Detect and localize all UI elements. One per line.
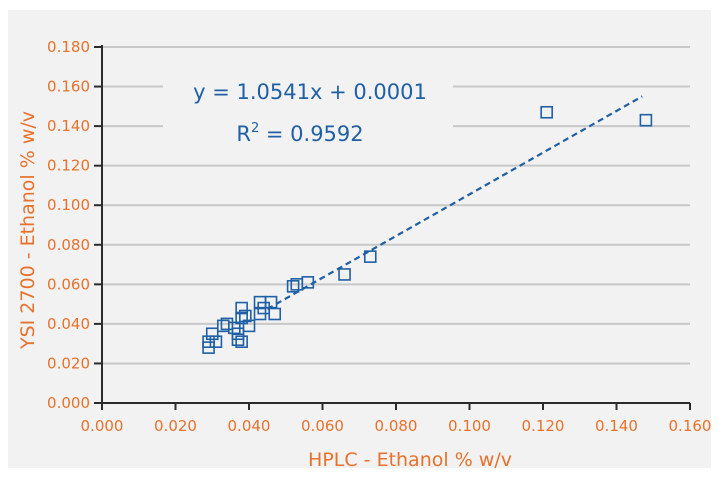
r-squared-prefix: R [236,122,251,146]
r-squared-value: = 0.9592 [259,122,363,146]
x-tick-label: 0.040 [228,417,271,435]
r-squared-superscript: 2 [251,121,259,136]
x-tick-label: 0.080 [375,417,418,435]
y-tick-label: 0.160 [47,78,90,96]
data-point [235,301,248,315]
equation-text: y = 1.0541x + 0.0001 [193,80,427,104]
y-tick-label: 0.040 [47,315,90,333]
x-tick-label: 0.060 [301,417,344,435]
data-point [286,280,300,293]
x-tick-label: 0.160 [669,417,712,435]
data-point [639,113,653,127]
data-points [202,105,653,354]
trendline [266,95,643,310]
data-point [301,276,315,289]
data-point [540,105,553,119]
trendline-group [266,95,643,310]
data-point [235,335,248,348]
y-tick-label: 0.060 [47,275,90,293]
y-tick-label: 0.140 [47,117,90,135]
y-tick-label: 0.100 [47,196,90,214]
x-axis-label: HPLC - Ethanol % w/v [308,449,512,471]
x-tick-label: 0.120 [522,417,565,435]
data-point [202,335,215,348]
data-point [338,268,351,281]
x-tick-label: 0.020 [154,417,197,435]
data-point [209,335,223,348]
data-point [205,327,219,341]
y-tick-label: 0.080 [47,236,90,254]
axes: 0.000 0.020 0.040 0.060 0.080 0.100 0.120 0.140… [47,38,711,435]
data-point [268,307,282,321]
data-point [363,250,377,263]
y-tick-label: 0.000 [47,394,90,412]
data-point [264,295,278,309]
x-tick-label: 0.140 [595,417,638,435]
equation-background [163,66,453,154]
y-tick-label: 0.120 [47,157,90,175]
r-squared-text: R2 = 0.9592 [236,121,363,146]
data-point [242,319,256,333]
data-point [239,309,252,323]
data-point [231,333,245,347]
data-point [220,317,234,331]
data-point [235,311,248,325]
equation-annotation: y = 1.0541x + 0.0001 R2 = 0.9592 [163,66,453,154]
y-tick-label: 0.180 [47,38,90,56]
x-tick-label: 0.100 [448,417,491,435]
x-tick-label: 0.000 [81,417,124,435]
y-tick-label: 0.020 [47,354,90,372]
y-axis-label: YSI 2700 - Ethanol % w/v [17,111,39,350]
